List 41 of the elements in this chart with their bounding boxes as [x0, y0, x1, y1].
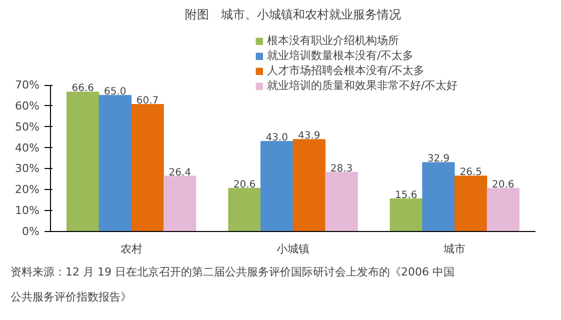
bar — [486, 188, 520, 232]
data-label: 43.9 — [298, 130, 320, 142]
x-tick-label: 农村 — [120, 242, 142, 256]
data-label: 26.4 — [168, 167, 191, 178]
legend-label: 就业培训的质量和效果非常不好/不太好 — [267, 78, 458, 93]
chart-title: 附图 城市、小城镇和农村就业服务情况 — [185, 8, 401, 22]
y-tick-label: 10% — [15, 204, 40, 218]
bar — [325, 172, 358, 232]
data-label: 20.6 — [492, 179, 514, 190]
bar — [163, 176, 196, 232]
y-tick-label: 40% — [15, 141, 40, 154]
bar — [390, 198, 423, 232]
legend-label: 就业培训数量根本没有/不太多 — [267, 48, 414, 63]
y-tick-label: 70% — [15, 78, 40, 92]
bar — [454, 176, 488, 232]
y-tick-label: 30% — [15, 162, 40, 176]
data-label: 60.7 — [136, 96, 159, 107]
data-label: 20.6 — [233, 179, 256, 190]
bar — [292, 139, 326, 232]
bar — [98, 95, 132, 232]
data-label: 26.5 — [460, 167, 482, 178]
bar — [422, 162, 455, 232]
data-label: 65.0 — [104, 86, 126, 98]
data-label: 43.0 — [266, 132, 288, 144]
y-tick-label: 20% — [15, 183, 40, 196]
x-tick-label: 小城镇 — [276, 242, 310, 256]
bar — [228, 188, 261, 232]
legend-label: 人才市场招聘会根本没有/不太多 — [267, 63, 425, 78]
y-tick-label: 50% — [15, 120, 40, 134]
y-tick-label: 60% — [15, 99, 40, 112]
data-label: 28.3 — [330, 163, 353, 174]
text: 资料来源：12 月 19 日在北京召开的第二届公共服务评价国际研讨会上发布的《2006 中国公共服务评价指数报告》 — [10, 266, 454, 304]
legend-label: 根本没有职业介绍机构场所 — [267, 33, 399, 48]
data-label: 15.6 — [395, 190, 418, 201]
data-label: 32.9 — [427, 154, 450, 165]
y-tick-label: 0% — [22, 225, 40, 238]
bar — [260, 141, 294, 232]
x-tick-label: 城市 — [442, 242, 466, 256]
data-label: 66.6 — [72, 83, 94, 94]
bar — [66, 92, 100, 232]
bar — [131, 104, 164, 232]
